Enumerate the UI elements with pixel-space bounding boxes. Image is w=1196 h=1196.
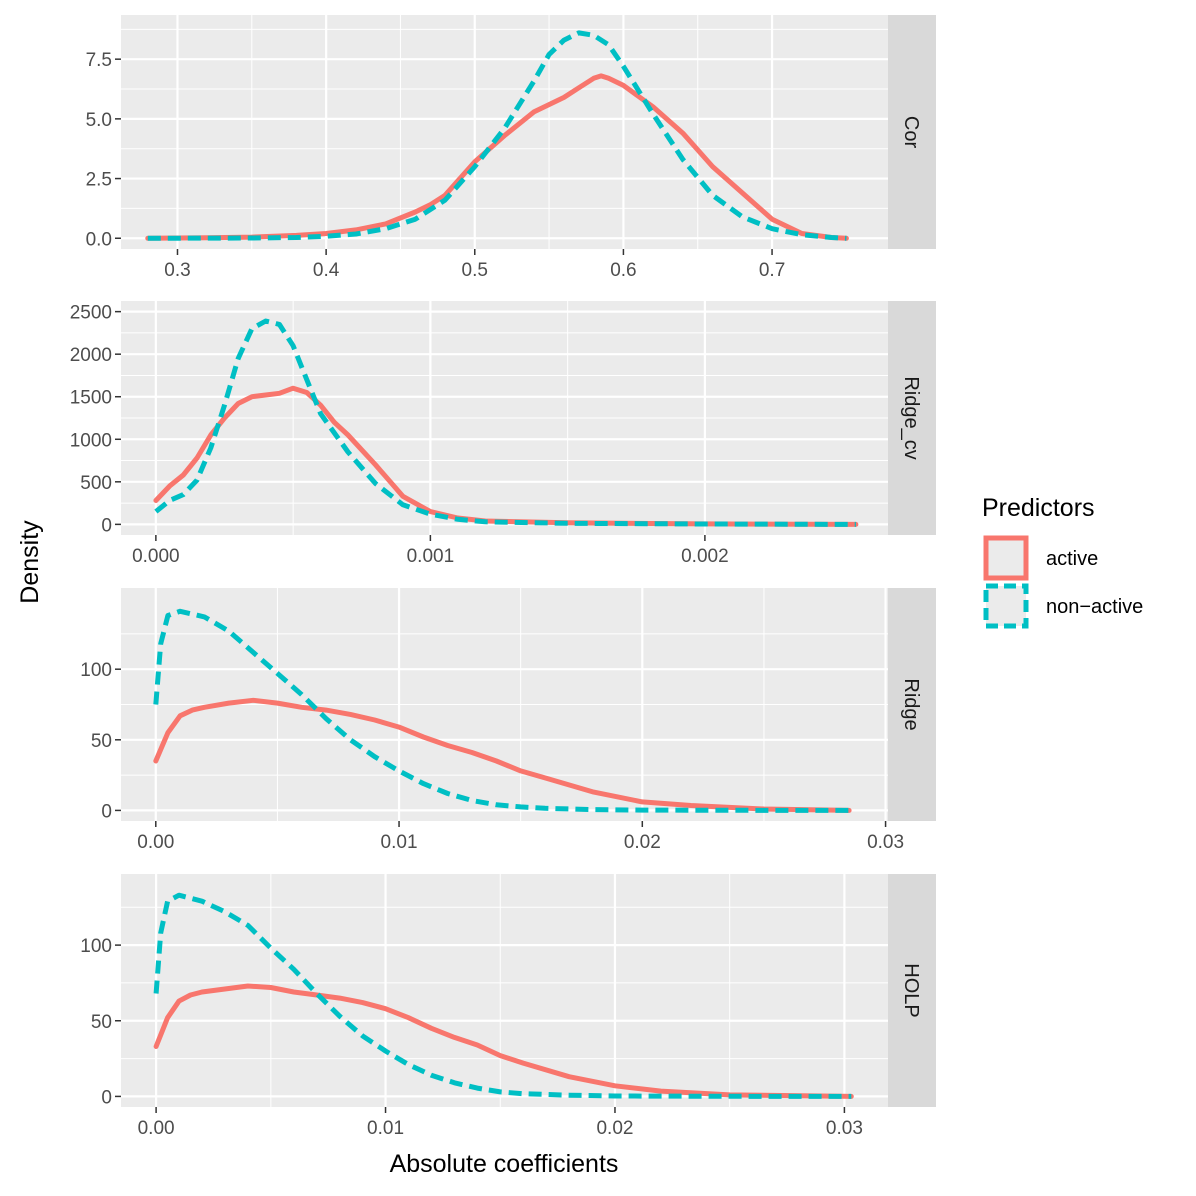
strip-label-ridge: Ridge [900, 678, 922, 730]
panel-background [121, 874, 888, 1107]
strip-label-holp: HOLP [900, 963, 922, 1017]
series-line-active [145, 73, 849, 241]
y-tick-label: 0 [101, 1087, 112, 1108]
y-tick-label: 50 [91, 731, 112, 752]
y-tick-label: 1500 [70, 388, 112, 409]
x-tick-label: 0.02 [596, 1118, 633, 1139]
strip-background [888, 301, 936, 535]
x-tick-label: 0.03 [867, 832, 904, 853]
legend: Predictors active non−active [982, 494, 1143, 629]
x-tick-label: 0.3 [164, 260, 190, 281]
series-line-active [153, 983, 854, 1099]
y-tick-label: 0 [101, 515, 112, 536]
panel-holp: 0.00 0.01 0.02 0.03 0 50 100 HOLP [80, 874, 936, 1139]
x-axis-title: Absolute coefficients [390, 1150, 619, 1178]
x-tick-label: 0.4 [313, 260, 340, 281]
y-tick-label: 100 [80, 936, 112, 957]
y-tick-label: 0.0 [86, 229, 112, 250]
y-tick-label: 50 [91, 1012, 112, 1033]
x-tick-label: 0.002 [681, 546, 729, 567]
series-line-non-active [147, 30, 847, 241]
legend-item-active: active [983, 535, 1098, 581]
y-tick-label: 5.0 [86, 110, 112, 131]
legend-item-non-active: non−active [983, 583, 1143, 629]
panel-cor: 0.3 0.4 0.5 0.6 0.7 0.0 2.5 5.0 7.5 Cor [86, 15, 936, 281]
strip-background [888, 874, 936, 1107]
panel-ridge-cv: 0.000 0.001 0.002 0 500 1000 1500 2000 2500 Ridge… [70, 301, 936, 567]
legend-key-active [983, 535, 1029, 581]
x-tick-label: 0.02 [624, 832, 661, 853]
x-tick-label: 0.00 [138, 1118, 175, 1139]
y-tick-label: 0 [101, 801, 112, 822]
y-axis-title: Density [16, 520, 44, 604]
x-tick-label: 0.01 [367, 1118, 404, 1139]
strip-background [888, 588, 936, 821]
legend-label-active: active [1046, 548, 1098, 570]
series-line-non-active [153, 892, 852, 1099]
x-tick-label: 0.001 [407, 546, 455, 567]
legend-label-non-active: non−active [1046, 596, 1143, 618]
y-tick-label: 2000 [70, 345, 112, 366]
x-tick-label: 0.00 [137, 832, 174, 853]
strip-label-cor: Cor [900, 116, 922, 149]
y-tick-label: 7.5 [86, 50, 112, 71]
y-tick-label: 1000 [70, 430, 112, 451]
y-tick-label: 2.5 [86, 170, 112, 191]
x-tick-label: 0.6 [610, 260, 636, 281]
series-line-non-active [154, 318, 856, 527]
x-tick-label: 0.000 [132, 546, 180, 567]
y-tick-label: 500 [80, 473, 112, 494]
y-tick-label: 100 [80, 660, 112, 681]
y-tick-label: 2500 [70, 303, 112, 324]
x-tick-label: 0.03 [826, 1118, 863, 1139]
strip-background [888, 15, 936, 249]
panel-ridge: 0.00 0.01 0.02 0.03 0 50 100 Ridge [80, 588, 936, 853]
series-line-active [153, 697, 852, 813]
legend-key-non-active [983, 583, 1029, 629]
x-tick-label: 0.7 [759, 260, 785, 281]
legend-title: Predictors [982, 494, 1095, 522]
strip-label-ridge-cv: Ridge_cv [900, 376, 922, 459]
x-tick-label: 0.5 [462, 260, 488, 281]
x-tick-label: 0.01 [381, 832, 418, 853]
